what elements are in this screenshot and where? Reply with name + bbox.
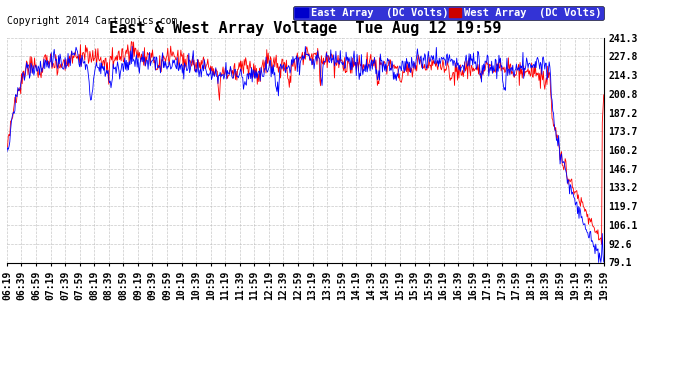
Legend: East Array  (DC Volts), West Array  (DC Volts): East Array (DC Volts), West Array (DC Vo… bbox=[293, 6, 604, 20]
Title: East & West Array Voltage  Tue Aug 12 19:59: East & West Array Voltage Tue Aug 12 19:… bbox=[109, 21, 502, 36]
Text: Copyright 2014 Cartronics.com: Copyright 2014 Cartronics.com bbox=[7, 16, 177, 26]
